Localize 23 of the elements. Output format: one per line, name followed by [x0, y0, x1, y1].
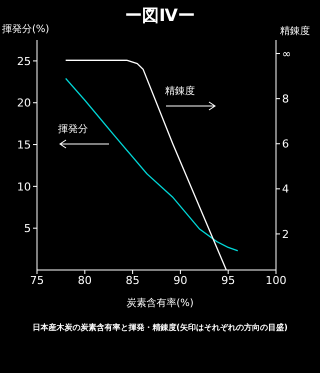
series-label: 揮発分 [58, 123, 89, 136]
y2-tick-label: 4 [282, 182, 289, 196]
y2-axis-title: 精錬度 [280, 24, 310, 38]
x-tick-label: 90 [173, 274, 188, 287]
y-tick-label: 25 [17, 54, 31, 68]
y-tick-label: 5 [24, 222, 31, 236]
x-tick-label: 100 [266, 274, 286, 287]
chart-title: ー図Ⅳー [125, 6, 195, 26]
y2-tick-label: 2 [282, 228, 289, 241]
x-axis-title: 炭素含有率(%) [125, 296, 195, 310]
text: 日本産木炭の炭素含有率と揮発・精錬度(矢印はそれぞれの方向の目盛) [31, 322, 289, 333]
x-tick-label: 75 [30, 274, 44, 287]
y2-tick-label: 6 [282, 138, 289, 151]
y-tick-label: 10 [17, 180, 31, 194]
y2-tick-label: ∞ [282, 47, 292, 60]
series-label: 精錬度 [165, 84, 196, 98]
y2-tick-label: 8 [282, 92, 289, 106]
y-tick-label: 20 [17, 96, 31, 110]
x-tick-label: 80 [78, 274, 92, 287]
y-tick-label: 15 [17, 138, 31, 152]
y-axis-title: 揮発分(%) [2, 23, 50, 36]
x-tick-label: 95 [221, 274, 236, 287]
x-tick-label: 85 [126, 274, 140, 287]
